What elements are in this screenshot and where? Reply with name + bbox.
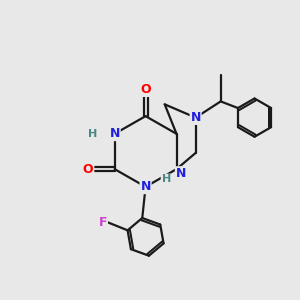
Text: O: O (140, 83, 151, 96)
Text: N: N (176, 167, 186, 180)
Text: H: H (88, 129, 97, 139)
Text: F: F (99, 216, 107, 229)
Text: N: N (140, 180, 151, 193)
Text: H: H (161, 174, 171, 184)
Text: N: N (190, 111, 201, 124)
Text: O: O (83, 163, 94, 176)
Text: N: N (110, 127, 120, 140)
